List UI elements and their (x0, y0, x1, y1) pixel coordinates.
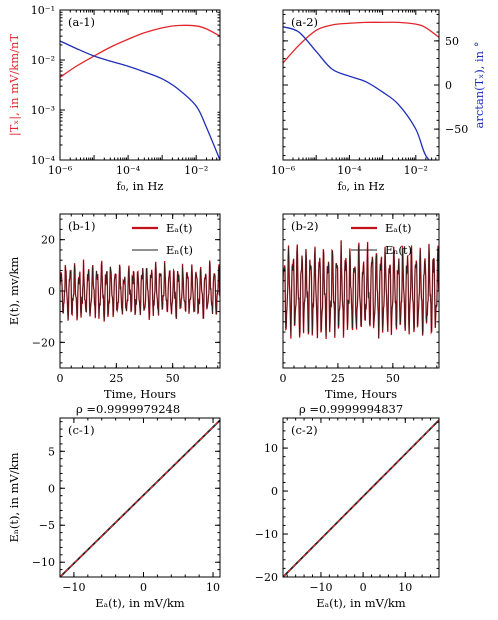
x-tick-label: −10 (62, 581, 85, 594)
chart-title-rho: ρ =0.9999979248 (76, 402, 180, 416)
chart-title-rho: ρ =0.9999994837 (299, 402, 403, 416)
legend-label: Eₐ(t) (166, 221, 192, 235)
x-tick-label: 10 (398, 581, 412, 594)
x-axis-label: Eₐ(t), in mV/km (316, 596, 406, 610)
series-line-En (283, 240, 439, 338)
x-tick-label: 0 (360, 581, 367, 594)
x-tick-label: 10⁻² (404, 164, 428, 177)
x-tick-label: 0 (140, 581, 147, 594)
y-tick-label: 20 (41, 234, 55, 247)
y-axis-label-right: arctan(Tₓ), in ° (472, 42, 486, 129)
x-axis-label: Time, Hours (104, 387, 176, 401)
plot-frame-a-1 (59, 9, 221, 161)
series-line-blue (60, 40, 220, 160)
y-tick-label: 10⁻¹ (31, 4, 55, 17)
x-tick-label: 10⁻⁶ (48, 164, 73, 177)
y-tick-label: 10 (264, 442, 278, 455)
series-line-red (283, 21, 439, 64)
y-tick-label: 0 (271, 485, 278, 498)
y-tick-label: 0 (48, 285, 55, 298)
y-tick-label: 10⁻² (31, 54, 55, 67)
series-line-red (60, 24, 220, 78)
y-axis-label: Eₙ(t), in mV/km (7, 452, 21, 542)
x-tick-label: 10⁻⁴ (116, 164, 141, 177)
x-tick-label: 10⁻⁶ (271, 164, 296, 177)
x-tick-label: 0 (57, 372, 64, 385)
panel-label: (a-2) (291, 15, 318, 29)
x-axis-label: Time, Hours (325, 387, 397, 401)
y-tick-label: −10 (255, 528, 278, 541)
legend-label: Eₙ(t) (385, 243, 412, 257)
series-line-fit (60, 419, 220, 577)
y-tick-label: −50 (445, 123, 468, 136)
y-tick-label: 0 (445, 79, 452, 92)
x-axis-label: f₀, in Hz (116, 179, 163, 193)
x-tick-label: 50 (386, 372, 400, 385)
y-tick-label: 10⁻⁴ (31, 154, 56, 167)
x-tick-label: 25 (109, 372, 123, 385)
series-line-blue (283, 26, 430, 160)
plot-frame-a-2 (282, 9, 440, 161)
series-line-En (60, 260, 220, 321)
x-axis-label: Eₐ(t), in mV/km (95, 596, 185, 610)
y-tick-label: −10 (32, 556, 55, 569)
y-tick-label: −20 (255, 571, 278, 584)
x-axis-label: f₀, in Hz (337, 179, 384, 193)
series-line-data (283, 419, 439, 577)
x-tick-label: −10 (309, 581, 332, 594)
y-tick-label: −20 (32, 336, 55, 349)
x-tick-label: 25 (331, 372, 345, 385)
panel-label: (c-1) (68, 423, 95, 437)
x-tick-label: 50 (166, 372, 180, 385)
panel-label: (c-2) (291, 423, 318, 437)
x-tick-label: 10⁻⁴ (337, 164, 362, 177)
y-tick-label: 50 (445, 35, 459, 48)
y-tick-label: 10⁻³ (31, 104, 55, 117)
legend-label: Eₙ(t) (166, 243, 193, 257)
y-axis-label: E(t), mv/km (7, 257, 21, 326)
x-tick-label: 10⁻² (184, 164, 208, 177)
panel-label: (a-1) (68, 15, 95, 29)
legend-label: Eₐ(t) (385, 221, 411, 235)
y-tick-label: 5 (48, 445, 55, 458)
series-line-fit (283, 419, 439, 577)
panel-label: (b-1) (68, 219, 96, 233)
y-tick-label: 0 (48, 482, 55, 495)
y-tick-label: −5 (39, 519, 55, 532)
y-axis-label: |Tₓ|, in mV/km/nT (7, 34, 22, 137)
x-tick-label: 10 (206, 581, 220, 594)
plot-frame-c-1 (59, 417, 221, 578)
x-tick-label: 0 (280, 372, 287, 385)
panel-label: (b-2) (291, 219, 319, 233)
plot-frame-c-2 (282, 417, 440, 578)
